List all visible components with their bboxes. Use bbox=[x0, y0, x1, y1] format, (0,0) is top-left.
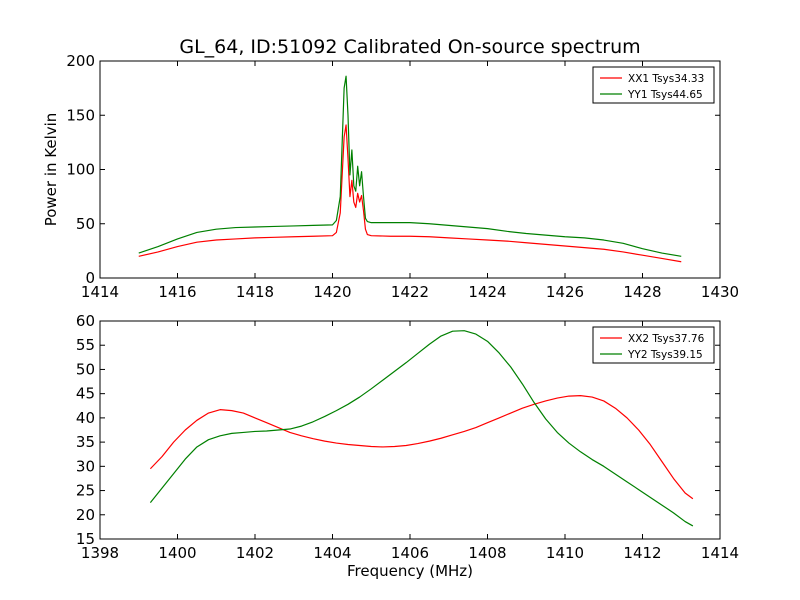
y-tick-label: 20 bbox=[76, 506, 95, 524]
y-tick-label: 35 bbox=[76, 433, 95, 451]
x-tick-label: 1428 bbox=[623, 283, 661, 301]
y-tick-label: 50 bbox=[76, 360, 95, 378]
y-tick-label: 150 bbox=[66, 106, 95, 124]
x-tick-label: 1406 bbox=[391, 544, 429, 562]
legend: XX2 Tsys37.76 YY2 Tsys39.15 bbox=[592, 326, 715, 364]
x-tick-label: 1400 bbox=[158, 544, 196, 562]
x-tick-label: 1422 bbox=[391, 283, 429, 301]
y-tick-label: 25 bbox=[76, 482, 95, 500]
x-tick-label: 1408 bbox=[468, 544, 506, 562]
series-line-1 bbox=[138, 124, 682, 263]
x-tick-label: 1404 bbox=[313, 544, 351, 562]
x-tick-label: 1424 bbox=[468, 283, 506, 301]
legend-entry: YY2 Tsys39.15 bbox=[627, 349, 703, 361]
top-plot: 1414 1416 1418 1420 1422 1424 1426 1428 1430 0 50 1… bbox=[42, 52, 739, 301]
y-tick-label: 40 bbox=[76, 409, 95, 427]
legend-entry: XX2 Tsys37.76 bbox=[628, 333, 705, 345]
legend: XX1 Tsys34.33 YY1 Tsys44.65 bbox=[592, 66, 715, 104]
y-tick-label: 45 bbox=[76, 385, 95, 403]
y-axis-label: Power in Kelvin bbox=[42, 113, 60, 227]
y-tick-label: 60 bbox=[76, 312, 95, 330]
series-line-2 bbox=[149, 330, 694, 527]
y-tick-label: 50 bbox=[76, 215, 95, 233]
x-tick-label: 1410 bbox=[546, 544, 584, 562]
legend-box bbox=[592, 326, 715, 364]
x-tick-label: 1418 bbox=[236, 283, 274, 301]
x-tick-label: 1414 bbox=[701, 544, 739, 562]
x-tick-label: 1420 bbox=[313, 283, 351, 301]
y-tick-label: 30 bbox=[76, 457, 95, 475]
y-tick-label: 15 bbox=[76, 530, 95, 548]
x-tick-label: 1402 bbox=[236, 544, 274, 562]
legend-box bbox=[592, 66, 715, 104]
y-tick-label: 100 bbox=[66, 161, 95, 179]
legend-entry: YY1 Tsys44.65 bbox=[627, 89, 703, 101]
x-tick-label: 1412 bbox=[623, 544, 661, 562]
x-axis-label: Frequency (MHz) bbox=[347, 562, 473, 580]
x-tick-label: 1426 bbox=[546, 283, 584, 301]
x-tick-label: 1416 bbox=[158, 283, 196, 301]
y-tick-label: 0 bbox=[85, 269, 95, 287]
y-tick-label: 200 bbox=[66, 52, 95, 70]
legend-entry: XX1 Tsys34.33 bbox=[628, 73, 704, 85]
y-tick-label: 55 bbox=[76, 336, 95, 354]
x-tick-label: 1430 bbox=[701, 283, 739, 301]
series-line-1 bbox=[149, 395, 694, 500]
series-line-2 bbox=[138, 75, 682, 257]
figure-title: GL_64, ID:51092 Calibrated On-source spe… bbox=[179, 36, 640, 58]
x-tick-label: 1398 bbox=[81, 544, 119, 562]
x-tick-label: 1414 bbox=[81, 283, 119, 301]
bottom-plot: 1398 1400 1402 1404 1406 1408 1410 1412 1414 15 20… bbox=[76, 312, 739, 580]
